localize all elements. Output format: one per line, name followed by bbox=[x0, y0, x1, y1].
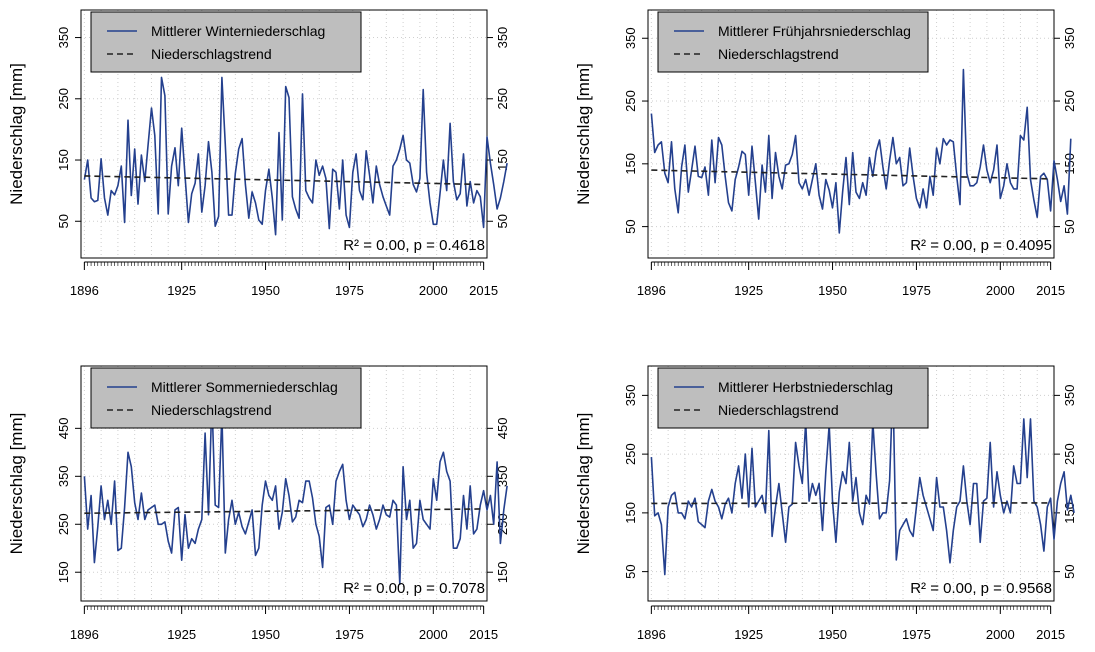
chart-panel-1: 1896 1925 1950 1975 2000 2015 50 50 150 150 250 250… bbox=[7, 9, 510, 298]
y-tick-label-left: 250 bbox=[56, 513, 71, 535]
y-axis-label: Niederschlag [mm] bbox=[574, 63, 593, 205]
y-tick-label-left: 450 bbox=[56, 417, 71, 439]
y-tick-label-left: 150 bbox=[56, 149, 71, 171]
x-tick-label: 1925 bbox=[167, 283, 196, 298]
y-axis-label: Niederschlag [mm] bbox=[7, 63, 26, 205]
y-axis-label: Niederschlag [mm] bbox=[574, 413, 593, 555]
y-tick-label-left: 350 bbox=[623, 385, 638, 407]
x-tick-label: 1925 bbox=[734, 283, 763, 298]
x-tick-label: 2000 bbox=[986, 627, 1015, 642]
y-tick-label-right: 450 bbox=[495, 417, 510, 439]
series-line-precipitation bbox=[650, 382, 1075, 576]
legend-label-precipitation: Mittlerer Sommerniederschlag bbox=[151, 379, 338, 395]
x-tick-label: 1975 bbox=[902, 627, 931, 642]
y-tick-label-left: 50 bbox=[623, 219, 638, 233]
y-tick-label-left: 150 bbox=[623, 502, 638, 524]
legend-label-precipitation: Mittlerer Winterniederschlag bbox=[151, 23, 325, 39]
y-tick-label-right: 150 bbox=[495, 149, 510, 171]
x-tick-label: 2015 bbox=[1036, 627, 1065, 642]
y-tick-label-right: 50 bbox=[1062, 564, 1077, 578]
y-tick-label-left: 150 bbox=[623, 153, 638, 175]
x-tick-label: 1950 bbox=[818, 627, 847, 642]
y-tick-label-left: 50 bbox=[623, 564, 638, 578]
x-tick-label: 2000 bbox=[986, 283, 1015, 298]
y-tick-label-left: 350 bbox=[56, 465, 71, 487]
legend-label-trend: Niederschlagstrend bbox=[718, 46, 839, 62]
stats-annotation: R² = 0.00, p = 0.4095 bbox=[910, 237, 1052, 254]
y-tick-label-left: 150 bbox=[56, 561, 71, 583]
x-tick-label: 2015 bbox=[469, 283, 498, 298]
y-tick-label-right: 350 bbox=[1062, 27, 1077, 49]
stats-annotation: R² = 0.00, p = 0.4618 bbox=[343, 237, 485, 254]
y-axis-label: Niederschlag [mm] bbox=[7, 413, 26, 555]
series-line-precipitation bbox=[83, 76, 508, 236]
series-line-precipitation bbox=[83, 398, 508, 586]
series-line-trend bbox=[84, 175, 484, 186]
legend-label-precipitation: Mittlerer Herbstniederschlag bbox=[718, 379, 893, 395]
y-tick-label-right: 350 bbox=[495, 465, 510, 487]
series-line-trend bbox=[84, 508, 484, 515]
legend-box bbox=[90, 11, 362, 73]
y-tick-label-left: 250 bbox=[56, 88, 71, 110]
y-tick-label-left: 350 bbox=[623, 27, 638, 49]
y-tick-label-right: 50 bbox=[495, 214, 510, 228]
plot-frame bbox=[80, 9, 488, 259]
y-tick-label-right: 250 bbox=[495, 88, 510, 110]
legend-label-trend: Niederschlagstrend bbox=[151, 46, 272, 62]
x-tick-label: 2015 bbox=[469, 627, 498, 642]
x-tick-label: 1975 bbox=[335, 283, 364, 298]
y-tick-label-right: 150 bbox=[495, 561, 510, 583]
stats-annotation: R² = 0.00, p = 0.9568 bbox=[910, 580, 1052, 597]
x-tick-label: 1896 bbox=[70, 283, 99, 298]
chart-panel-4: 1896 1925 1950 1975 2000 2015 50 50 150 150 250 250… bbox=[574, 365, 1077, 642]
series-line-trend bbox=[651, 169, 1051, 180]
y-tick-label-right: 150 bbox=[1062, 502, 1077, 524]
legend-box bbox=[657, 11, 929, 73]
plot-frame bbox=[647, 365, 1055, 602]
y-tick-label-left: 250 bbox=[623, 90, 638, 112]
legend-label-precipitation: Mittlerer Frühjahrsniederschlag bbox=[718, 23, 911, 39]
plot-frame bbox=[80, 365, 488, 602]
x-tick-label: 1925 bbox=[167, 627, 196, 642]
legend-box bbox=[90, 367, 362, 429]
x-tick-label: 2000 bbox=[419, 627, 448, 642]
series-line-precipitation bbox=[650, 68, 1072, 234]
plot-frame bbox=[647, 9, 1055, 259]
x-tick-label: 1925 bbox=[734, 627, 763, 642]
x-tick-label: 1950 bbox=[251, 283, 280, 298]
x-tick-label: 1896 bbox=[637, 283, 666, 298]
y-tick-label-left: 350 bbox=[56, 27, 71, 49]
x-tick-label: 1896 bbox=[637, 627, 666, 642]
series-line-trend bbox=[651, 502, 1051, 505]
legend-label-trend: Niederschlagstrend bbox=[151, 402, 272, 418]
y-tick-label-right: 250 bbox=[1062, 90, 1077, 112]
y-tick-label-right: 350 bbox=[1062, 385, 1077, 407]
x-tick-label: 1975 bbox=[902, 283, 931, 298]
y-tick-label-left: 50 bbox=[56, 214, 71, 228]
y-tick-label-right: 50 bbox=[1062, 219, 1077, 233]
y-tick-label-left: 250 bbox=[623, 443, 638, 465]
x-tick-label: 1896 bbox=[70, 627, 99, 642]
stats-annotation: R² = 0.00, p = 0.7078 bbox=[343, 580, 485, 597]
legend-label-trend: Niederschlagstrend bbox=[718, 402, 839, 418]
x-tick-label: 2015 bbox=[1036, 283, 1065, 298]
legend-box bbox=[657, 367, 929, 429]
y-tick-label-right: 350 bbox=[495, 27, 510, 49]
y-tick-label-right: 250 bbox=[1062, 443, 1077, 465]
x-tick-label: 1950 bbox=[818, 283, 847, 298]
x-tick-label: 1950 bbox=[251, 627, 280, 642]
x-tick-label: 2000 bbox=[419, 283, 448, 298]
x-tick-label: 1975 bbox=[335, 627, 364, 642]
